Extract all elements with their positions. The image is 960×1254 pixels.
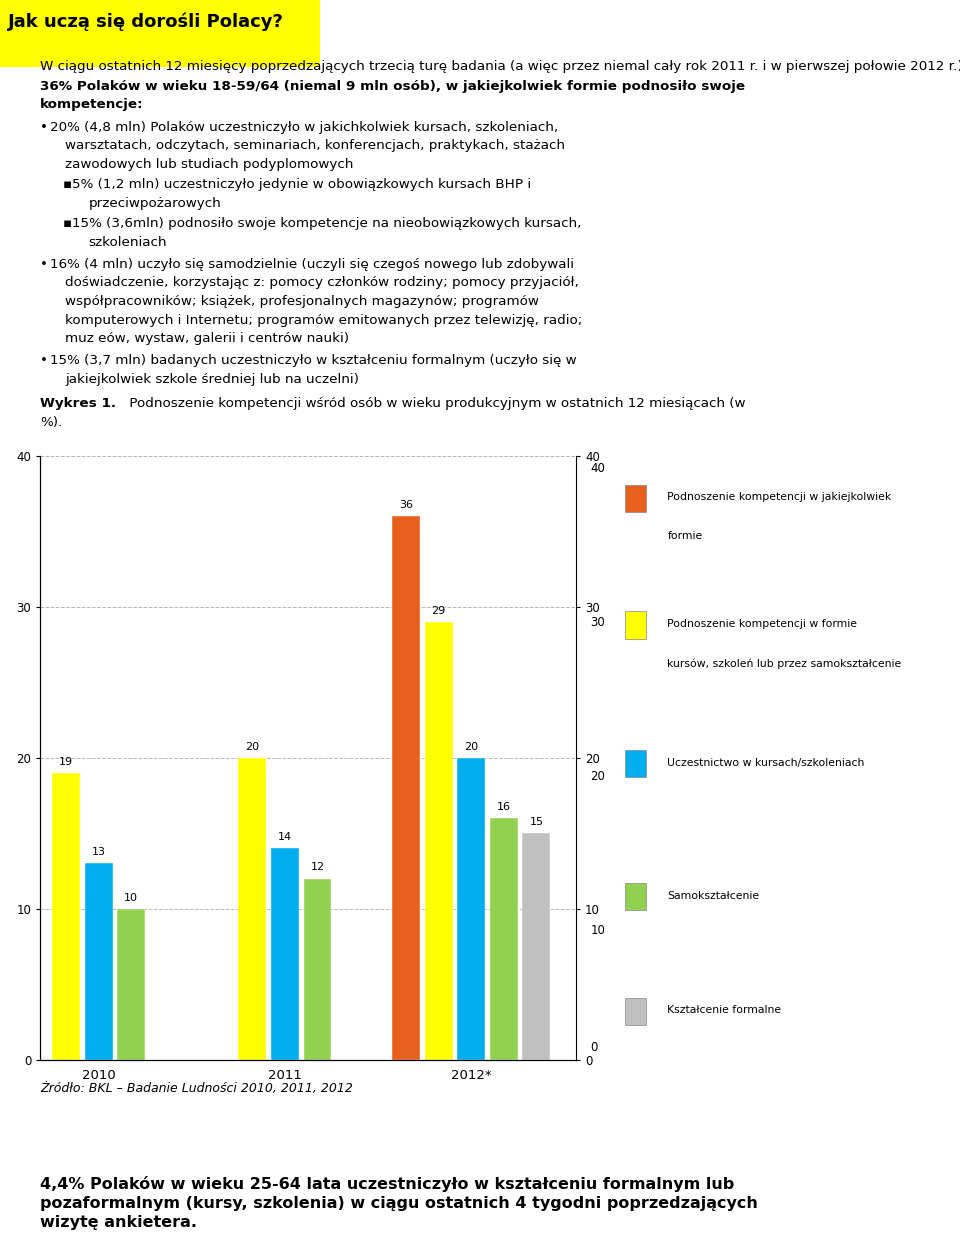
Bar	[271, 849, 299, 1060]
Bar	[52, 772, 80, 1060]
Text: muz eów, wystaw, galerii i centrów nauki): muz eów, wystaw, galerii i centrów nauki…	[65, 332, 349, 345]
Text: kursów, szkoleń lub przez samokształcenie: kursów, szkoleń lub przez samokształceni…	[667, 658, 901, 668]
Text: 30: 30	[590, 616, 605, 630]
Text: 15% (3,7 mln) badanych uczestniczyło w kształceniu formalnym (uczyło się w: 15% (3,7 mln) badanych uczestniczyło w k…	[50, 355, 577, 367]
Text: 40: 40	[590, 461, 605, 475]
Bar	[626, 998, 646, 1025]
Bar	[238, 757, 266, 1060]
Text: jakiejkolwiek szkole średniej lub na uczelni): jakiejkolwiek szkole średniej lub na ucz…	[65, 372, 359, 386]
Bar	[626, 612, 646, 638]
Text: przeciwpożarowych: przeciwpożarowych	[88, 197, 221, 209]
Text: •: •	[40, 120, 48, 133]
Bar	[522, 833, 550, 1060]
Text: szkoleniach: szkoleniach	[88, 236, 167, 248]
Bar	[626, 484, 646, 512]
Bar	[84, 864, 112, 1060]
Text: Podnoszenie kompetencji wśród osób w wieku produkcyjnym w ostatnich 12 miesiącac: Podnoszenie kompetencji wśród osób w wie…	[125, 398, 745, 410]
Bar	[117, 909, 145, 1060]
Text: ▪: ▪	[62, 178, 72, 191]
Bar	[303, 879, 331, 1060]
Text: Podnoszenie kompetencji w formie: Podnoszenie kompetencji w formie	[667, 619, 857, 630]
Text: %).: %).	[40, 415, 62, 429]
Bar	[490, 818, 517, 1060]
Text: Samokształcenie: Samokształcenie	[667, 890, 759, 900]
Text: 36: 36	[399, 500, 413, 510]
Text: 20: 20	[245, 742, 259, 751]
Text: wizytę ankietera.: wizytę ankietera.	[40, 1215, 198, 1230]
Text: 10: 10	[124, 893, 138, 903]
Text: 29: 29	[431, 606, 445, 616]
Text: 16% (4 mln) uczyło się samodzielnie (uczyli się czegoś nowego lub zdobywali: 16% (4 mln) uczyło się samodzielnie (ucz…	[50, 258, 574, 271]
Text: 36% Polaków w wieku 18-59/64 (niemal 9 mln osób), w jakiejkolwiek formie podnosi: 36% Polaków w wieku 18-59/64 (niemal 9 m…	[40, 80, 746, 93]
Text: 16: 16	[496, 803, 511, 813]
Text: •: •	[40, 258, 48, 271]
Text: Wykres 1.: Wykres 1.	[40, 398, 116, 410]
Text: współpracowników; książek, profesjonalnych magazynów; programów: współpracowników; książek, profesjonalny…	[65, 295, 540, 308]
Text: 12: 12	[310, 863, 324, 873]
Text: 15% (3,6mln) podnosiło swoje kompetencje na nieobowiązkowych kursach,: 15% (3,6mln) podnosiło swoje kompetencje…	[72, 217, 582, 229]
Text: Podnoszenie kompetencji w jakiejkolwiek: Podnoszenie kompetencji w jakiejkolwiek	[667, 493, 892, 502]
Bar	[457, 757, 485, 1060]
Text: 13: 13	[91, 848, 106, 858]
Text: •: •	[40, 355, 48, 367]
Text: zawodowych lub studiach podyplomowych: zawodowych lub studiach podyplomowych	[65, 158, 353, 171]
Text: formie: formie	[667, 532, 703, 542]
Text: Kształcenie formalne: Kształcenie formalne	[667, 1006, 781, 1016]
Text: 4,4% Polaków w wieku 25-64 lata uczestniczyło w kształceniu formalnym lub: 4,4% Polaków w wieku 25-64 lata uczestni…	[40, 1176, 734, 1193]
Text: komputerowych i Internetu; programów emitowanych przez telewizję, radio;: komputerowych i Internetu; programów emi…	[65, 314, 583, 326]
Text: ▪: ▪	[62, 217, 72, 229]
Text: 14: 14	[277, 833, 292, 843]
Text: kompetencje:: kompetencje:	[40, 98, 144, 112]
Text: warsztatach, odczytach, seminariach, konferencjach, praktykach, stażach: warsztatach, odczytach, seminariach, kon…	[65, 139, 565, 152]
Text: doświadczenie, korzystając z: pomocy członków rodziny; pomocy przyjaciół,: doświadczenie, korzystając z: pomocy czł…	[65, 276, 579, 290]
Text: 15: 15	[529, 818, 543, 828]
Bar	[392, 517, 420, 1060]
Text: 20: 20	[590, 770, 605, 782]
Text: 19: 19	[59, 757, 73, 767]
Text: W ciągu ostatnich 12 miesięcy poprzedzających trzecią turę badania (a więc przez: W ciągu ostatnich 12 miesięcy poprzedzaj…	[40, 60, 960, 73]
Text: Jak uczą się dorośli Polacy?: Jak uczą się dorośli Polacy?	[8, 13, 284, 31]
Bar	[626, 750, 646, 777]
Text: pozaformalnym (kursy, szkolenia) w ciągu ostatnich 4 tygodni poprzedzających: pozaformalnym (kursy, szkolenia) w ciągu…	[40, 1196, 758, 1211]
Text: 20% (4,8 mln) Polaków uczestniczyło w jakichkolwiek kursach, szkoleniach,: 20% (4,8 mln) Polaków uczestniczyło w ja…	[50, 120, 558, 133]
Bar	[626, 883, 646, 910]
Text: 10: 10	[590, 924, 605, 937]
Text: Uczestnictwo w kursach/szkoleniach: Uczestnictwo w kursach/szkoleniach	[667, 757, 865, 767]
Bar	[424, 622, 452, 1060]
Text: 5% (1,2 mln) uczestniczyło jedynie w obowiązkowych kursach BHP i: 5% (1,2 mln) uczestniczyło jedynie w obo…	[72, 178, 531, 191]
Text: 0: 0	[590, 1041, 598, 1053]
Text: Żródło: BKL – Badanie Ludności 2010, 2011, 2012: Żródło: BKL – Badanie Ludności 2010, 201…	[40, 1082, 353, 1095]
Text: 20: 20	[464, 742, 478, 751]
